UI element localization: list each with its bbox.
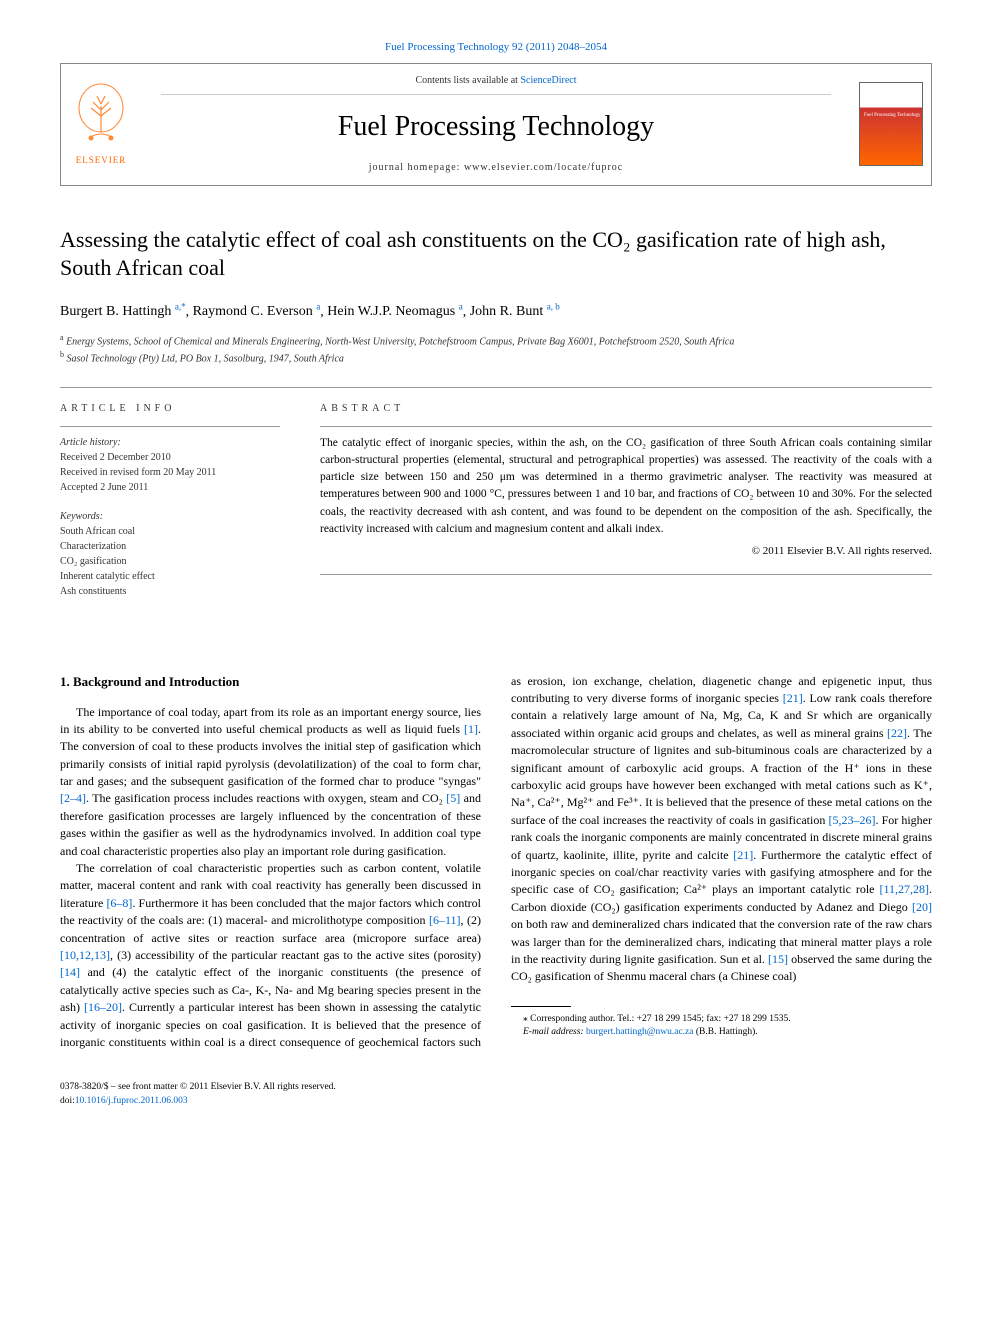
ref-link[interactable]: [5] [446, 791, 460, 805]
divider [320, 574, 932, 575]
article-history: Article history: Received 2 December 201… [60, 426, 280, 495]
paragraph: The importance of coal today, apart from… [60, 704, 481, 861]
ref-link[interactable]: [11,27,28] [879, 882, 929, 896]
abstract-text: The catalytic effect of inorganic specie… [320, 426, 932, 539]
ref-link[interactable]: [22] [887, 726, 907, 740]
ref-link[interactable]: [5,23–26] [828, 813, 875, 827]
ref-link[interactable]: [16–20] [84, 1000, 122, 1014]
ref-link[interactable]: [15] [768, 952, 788, 966]
corresponding-footnote: ⁎ Corresponding author. Tel.: +27 18 299… [511, 1013, 932, 1026]
doi-link[interactable]: 10.1016/j.fuproc.2011.06.003 [75, 1096, 188, 1106]
corr-text: ⁎ Corresponding author. Tel.: +27 18 299… [523, 1014, 791, 1024]
ref-link[interactable]: [1] [464, 722, 478, 736]
journal-name: Fuel Processing Technology [161, 107, 831, 146]
email-footnote: E-mail address: burgert.hattingh@nwu.ac.… [511, 1026, 932, 1039]
homepage-url[interactable]: www.elsevier.com/locate/fuproc [464, 162, 623, 173]
footnote-separator [511, 1006, 571, 1007]
affiliations: a Energy Systems, School of Chemical and… [60, 332, 932, 367]
keyword: South African coal [60, 524, 280, 539]
header-center: Contents lists available at ScienceDirec… [141, 64, 851, 184]
keywords-label: Keywords: [60, 509, 280, 524]
keywords-block: Keywords: South African coal Characteriz… [60, 509, 280, 599]
author-2[interactable]: Raymond C. Everson a [193, 304, 321, 319]
cover-label: Fuel Processing Technology [864, 113, 921, 119]
elsevier-tree-icon [71, 82, 131, 152]
article-title: Assessing the catalytic effect of coal a… [60, 226, 932, 283]
footer-right [496, 1081, 932, 1108]
ref-link[interactable]: [2–4] [60, 791, 86, 805]
affiliation-b: b Sasol Technology (Pty) Ltd, PO Box 1, … [60, 349, 932, 366]
body-text: 1. Background and Introduction The impor… [60, 673, 932, 1052]
header-citation[interactable]: Fuel Processing Technology 92 (2011) 204… [60, 40, 932, 55]
history-item: Received in revised form 20 May 2011 [60, 465, 280, 480]
authors-line: Burgert B. Hattingh a,*, Raymond C. Ever… [60, 301, 932, 322]
page-footer: 0378-3820/$ – see front matter © 2011 El… [60, 1081, 932, 1108]
author-1[interactable]: Burgert B. Hattingh a,* [60, 304, 186, 319]
divider [60, 387, 932, 388]
author-4[interactable]: John R. Bunt a, b [470, 304, 560, 319]
history-label: Article history: [60, 435, 280, 450]
footer-left: 0378-3820/$ – see front matter © 2011 El… [60, 1081, 496, 1108]
abstract-column: ABSTRACT The catalytic effect of inorgan… [320, 402, 932, 613]
keyword: CO₂ gasification [60, 554, 280, 569]
homepage-line: journal homepage: www.elsevier.com/locat… [161, 161, 831, 175]
email-owner: (B.B. Hattingh). [696, 1027, 758, 1037]
ref-link[interactable]: [14] [60, 965, 80, 979]
corresponding-star[interactable]: * [181, 302, 186, 312]
ref-link[interactable]: [21] [783, 691, 803, 705]
article-info: ARTICLE INFO Article history: Received 2… [60, 402, 280, 613]
ref-link[interactable]: [10,12,13] [60, 948, 110, 962]
sciencedirect-link[interactable]: ScienceDirect [520, 75, 576, 86]
affiliation-a: a Energy Systems, School of Chemical and… [60, 332, 932, 349]
contents-prefix: Contents lists available at [415, 75, 520, 86]
author-3[interactable]: Hein W.J.P. Neomagus a [327, 304, 462, 319]
elsevier-text: ELSEVIER [76, 154, 127, 167]
citation-text: Fuel Processing Technology 92 (2011) 204… [385, 41, 607, 53]
keyword: Ash constituents [60, 584, 280, 599]
keyword: Characterization [60, 539, 280, 554]
homepage-prefix: journal homepage: [369, 162, 464, 173]
cover-thumbnail[interactable]: Fuel Processing Technology [851, 64, 931, 184]
journal-header-box: ELSEVIER Contents lists available at Sci… [60, 63, 932, 185]
abstract-header: ABSTRACT [320, 402, 932, 416]
abstract-copyright: © 2011 Elsevier B.V. All rights reserved… [320, 544, 932, 559]
ref-link[interactable]: [21] [733, 848, 753, 862]
ref-link[interactable]: [6–8] [106, 896, 132, 910]
elsevier-logo[interactable]: ELSEVIER [61, 64, 141, 184]
contents-line: Contents lists available at ScienceDirec… [161, 74, 831, 95]
history-item: Accepted 2 June 2011 [60, 480, 280, 495]
email-link[interactable]: burgert.hattingh@nwu.ac.za [586, 1027, 694, 1037]
issn-line: 0378-3820/$ – see front matter © 2011 El… [60, 1081, 496, 1094]
email-label: E-mail address: [523, 1027, 584, 1037]
history-item: Received 2 December 2010 [60, 450, 280, 465]
article-info-header: ARTICLE INFO [60, 402, 280, 416]
info-abstract-row: ARTICLE INFO Article history: Received 2… [60, 402, 932, 613]
cover-image: Fuel Processing Technology [859, 82, 923, 166]
ref-link[interactable]: [6–11] [429, 913, 461, 927]
ref-link[interactable]: [20] [912, 900, 932, 914]
doi-line: doi:10.1016/j.fuproc.2011.06.003 [60, 1095, 496, 1108]
keyword: Inherent catalytic effect [60, 569, 280, 584]
section-heading: 1. Background and Introduction [60, 673, 481, 692]
